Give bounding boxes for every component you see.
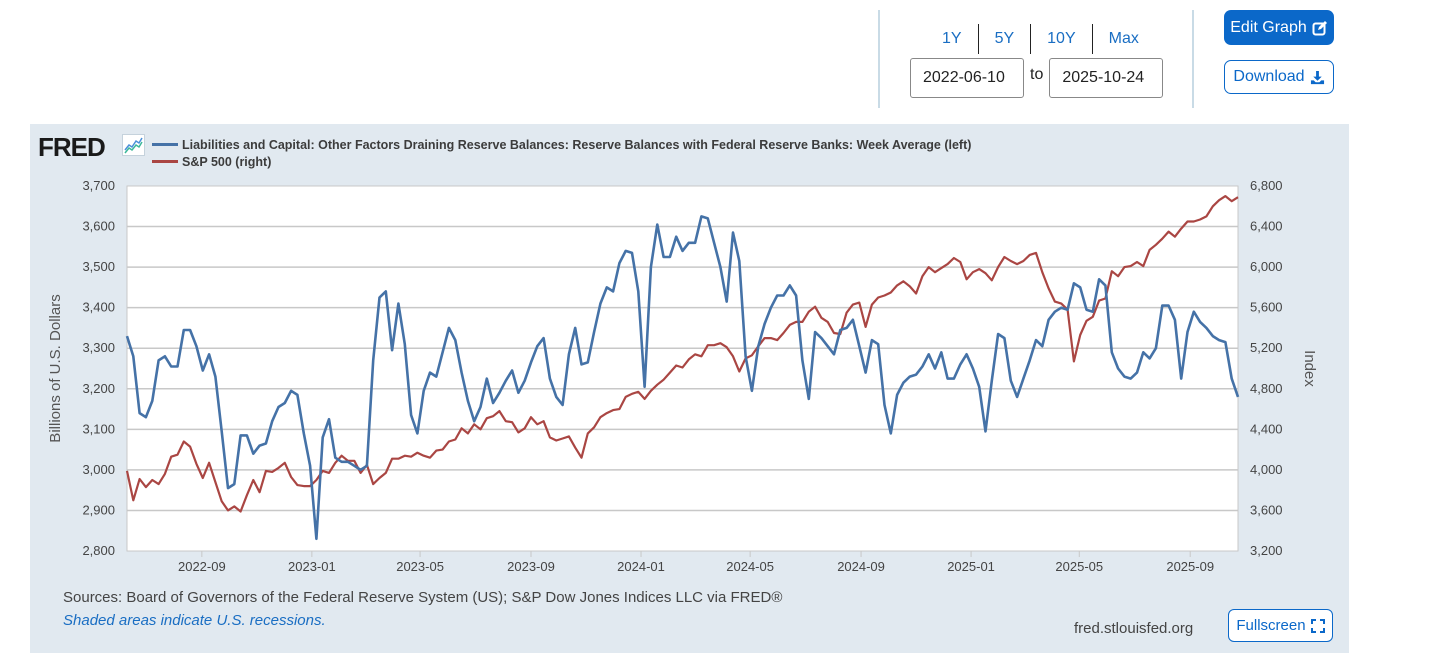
legend-label: S&P 500 (right) — [182, 154, 272, 169]
right-axis-title: Index — [1301, 350, 1318, 387]
x-tick-label: 2023-01 — [288, 559, 336, 574]
series-line-reserve-balances — [125, 215, 1240, 541]
x-tick-label: 2022-09 — [178, 559, 226, 574]
fullscreen-icon — [1310, 618, 1325, 633]
legend-swatch-red — [152, 160, 178, 163]
date-range-controls: 1Y 5Y 10Y Max to — [878, 10, 1194, 108]
x-tick-label: 2025-09 — [1166, 559, 1214, 574]
legend-item-reserve-balances[interactable]: Liabilities and Capital: Other Factors D… — [152, 136, 971, 153]
to-label: to — [1030, 66, 1044, 83]
chart-logo-icon — [122, 134, 145, 156]
left-tick-label: 2,800 — [82, 543, 115, 558]
line-chart: 2,800 2,900 3,000 3,100 3,200 3,300 3,400 3,500… — [47, 178, 1318, 574]
x-tick-label: 2025-05 — [1055, 559, 1103, 574]
right-tick-label: 4,800 — [1250, 381, 1283, 396]
left-tick-label: 3,700 — [82, 178, 115, 193]
right-tick-label: 4,400 — [1250, 421, 1283, 436]
left-tick-label: 2,900 — [82, 502, 115, 517]
legend-swatch-blue — [152, 143, 178, 146]
left-tick-label: 3,500 — [82, 259, 115, 274]
legend-label: Liabilities and Capital: Other Factors D… — [182, 137, 972, 152]
legend-item-sp500[interactable]: S&P 500 (right) — [152, 153, 971, 170]
range-1y-button[interactable]: 1Y — [942, 30, 962, 47]
sources-text: Sources: Board of Governors of the Feder… — [63, 589, 783, 606]
left-axis-title: Billions of U.S. Dollars — [47, 294, 64, 442]
end-date-input[interactable] — [1049, 58, 1164, 98]
left-tick-label: 3,100 — [82, 421, 115, 436]
fullscreen-label: Fullscreen — [1236, 617, 1306, 634]
right-tick-label: 6,400 — [1250, 219, 1283, 234]
x-tick-label: 2024-09 — [837, 559, 885, 574]
edit-icon — [1312, 20, 1327, 35]
left-tick-label: 3,000 — [82, 462, 115, 477]
fred-logo: FRED — [38, 132, 106, 162]
x-tick-label: 2024-05 — [726, 559, 774, 574]
x-tick-label: 2023-09 — [507, 559, 555, 574]
chart-legend: Liabilities and Capital: Other Factors D… — [152, 136, 971, 170]
x-tick-label: 2025-01 — [947, 559, 995, 574]
x-tick-label: 2024-01 — [617, 559, 665, 574]
right-tick-label: 3,200 — [1250, 543, 1283, 558]
left-tick-label: 3,600 — [82, 219, 115, 234]
left-tick-label: 3,300 — [82, 340, 115, 355]
edit-graph-button[interactable]: Edit Graph — [1224, 10, 1334, 45]
download-icon — [1310, 70, 1324, 84]
recession-note: Shaded areas indicate U.S. recessions. — [63, 612, 326, 629]
left-tick-label: 3,200 — [82, 381, 115, 396]
right-tick-label: 5,600 — [1250, 300, 1283, 315]
right-tick-label: 6,000 — [1250, 259, 1283, 274]
date-inputs: to — [910, 58, 1164, 98]
right-tick-label: 5,200 — [1250, 340, 1283, 355]
range-buttons: 1Y 5Y 10Y Max — [928, 24, 1155, 54]
range-max-button[interactable]: Max — [1091, 24, 1155, 54]
range-5y-button[interactable]: 5Y — [977, 24, 1031, 54]
right-tick-label: 4,000 — [1250, 462, 1283, 477]
site-url: fred.stlouisfed.org — [1074, 620, 1194, 637]
download-label: Download — [1233, 68, 1305, 85]
right-tick-label: 6,800 — [1250, 178, 1283, 193]
range-10y-button[interactable]: 10Y — [1030, 24, 1091, 54]
right-tick-label: 3,600 — [1250, 502, 1283, 517]
fullscreen-button[interactable]: Fullscreen — [1228, 609, 1333, 642]
left-tick-label: 3,400 — [82, 300, 115, 315]
start-date-input[interactable] — [910, 58, 1024, 98]
edit-graph-label: Edit Graph — [1230, 18, 1307, 36]
download-button[interactable]: Download — [1224, 60, 1334, 94]
graph-panel: FRED Liabilities and Capital: Other Fact… — [30, 124, 1349, 653]
x-tick-label: 2023-05 — [396, 559, 444, 574]
